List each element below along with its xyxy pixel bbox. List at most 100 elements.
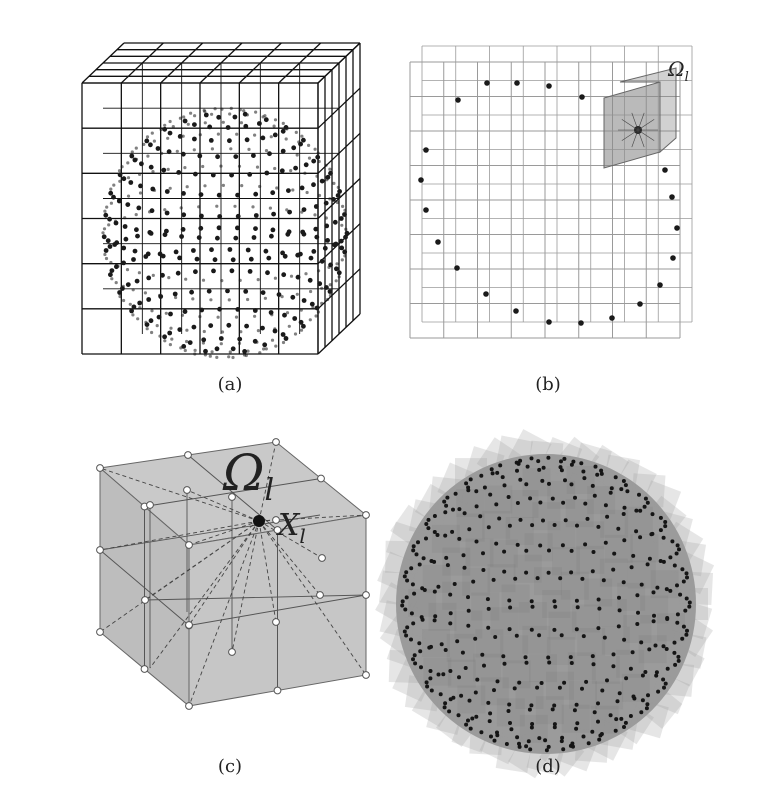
- sphere-point: [402, 629, 407, 634]
- sphere-point: [530, 604, 535, 609]
- sphere-point: [117, 172, 123, 178]
- caption-d: (d): [535, 756, 561, 777]
- sphere-point: [202, 108, 206, 112]
- cube-dashed-ray: [258, 520, 321, 596]
- sphere-point: [299, 328, 304, 332]
- sphere-point: [160, 151, 164, 155]
- sphere-point: [314, 314, 318, 318]
- sphere-point: [280, 128, 286, 134]
- sphere-point: [314, 234, 320, 240]
- sphere-point: [643, 670, 648, 674]
- sphere-point: [307, 143, 311, 147]
- boundary-point: [435, 239, 441, 245]
- sphere-point: [635, 593, 640, 598]
- sphere-point: [656, 689, 661, 694]
- sphere-point: [237, 341, 242, 345]
- sphere-point: [599, 471, 604, 476]
- sphere-point: [445, 495, 450, 500]
- sphere-point: [436, 584, 441, 589]
- sphere-point: [293, 165, 298, 171]
- boundary-point: [514, 80, 520, 86]
- sphere-point: [428, 669, 433, 673]
- sphere-point: [341, 204, 345, 208]
- sphere-point: [405, 625, 410, 630]
- sphere-point: [480, 652, 485, 657]
- sphere-point: [272, 328, 278, 334]
- sphere-point: [118, 294, 122, 299]
- cover-patch: [447, 659, 476, 688]
- sphere-point: [574, 598, 579, 603]
- sphere-point: [528, 496, 533, 501]
- sphere-point: [179, 234, 185, 239]
- sphere-point: [243, 289, 249, 294]
- sphere-point: [413, 661, 418, 666]
- sphere-point: [619, 716, 624, 721]
- sphere-point: [167, 130, 173, 136]
- sphere-point: [230, 346, 236, 352]
- sphere-point: [634, 508, 639, 513]
- sphere-point: [524, 744, 529, 749]
- sphere-point: [317, 269, 321, 273]
- cover-patch: [623, 615, 652, 643]
- sphere-point: [221, 183, 225, 187]
- sphere-point: [608, 713, 613, 718]
- sphere-point: [107, 244, 113, 249]
- sphere-point: [601, 578, 606, 583]
- sphere-point: [509, 727, 514, 732]
- sphere-point: [343, 208, 347, 212]
- sphere-point: [308, 318, 312, 322]
- sphere-point: [602, 635, 607, 640]
- panel-a-sphere-points: [101, 106, 350, 360]
- cover-patch: [379, 600, 418, 639]
- sphere-point: [625, 489, 630, 494]
- sphere-point: [628, 666, 633, 671]
- sphere-point: [331, 197, 336, 202]
- sphere-point: [336, 270, 342, 276]
- sphere-point: [581, 734, 586, 739]
- sphere-point: [451, 507, 455, 512]
- sphere-point: [328, 170, 333, 176]
- sphere-point: [155, 324, 159, 328]
- sphere-point: [215, 355, 219, 359]
- cover-patch: [672, 599, 713, 640]
- sphere-point: [150, 330, 154, 335]
- cube-edge: [144, 478, 322, 507]
- sphere-point: [529, 599, 534, 604]
- sphere-point: [552, 703, 557, 708]
- sphere-point: [574, 627, 579, 632]
- cover-patch: [479, 721, 523, 765]
- cover-patch: [500, 635, 529, 664]
- sphere-point: [422, 588, 427, 592]
- sphere-point: [138, 306, 142, 310]
- sphere-point: [328, 197, 332, 201]
- sphere-point: [126, 176, 131, 180]
- sphere-point: [181, 344, 187, 349]
- cover-patch: [542, 590, 571, 618]
- sphere-point: [225, 125, 231, 130]
- sphere-point: [229, 268, 235, 274]
- sphere-point: [448, 669, 453, 673]
- sphere-point: [258, 184, 262, 189]
- cover-patch: [546, 671, 574, 700]
- sphere-point: [314, 305, 320, 311]
- sphere-point: [180, 151, 186, 157]
- sphere-point: [529, 627, 534, 632]
- sphere-point: [335, 262, 339, 266]
- sphere-point: [253, 191, 259, 197]
- sphere-point: [596, 626, 601, 631]
- sphere-point: [293, 332, 298, 336]
- sphere-point: [270, 338, 275, 342]
- sphere-point: [592, 493, 597, 498]
- sphere-point: [325, 238, 330, 243]
- sphere-point: [215, 204, 219, 208]
- sphere-point: [325, 178, 329, 182]
- sphere-point: [540, 478, 545, 483]
- sphere-point: [238, 278, 242, 282]
- sphere-point: [622, 725, 626, 729]
- sphere-point: [169, 326, 173, 330]
- sphere-point: [198, 225, 204, 231]
- sphere-point: [257, 122, 261, 126]
- sphere-point: [227, 138, 232, 144]
- sphere-point: [242, 349, 248, 354]
- sphere-point: [562, 456, 567, 461]
